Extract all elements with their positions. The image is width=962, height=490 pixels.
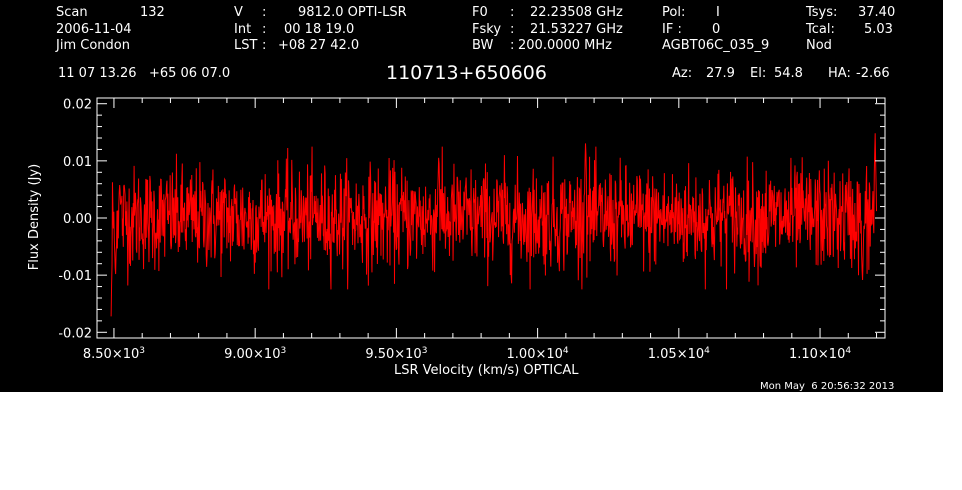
- ha-label: HA:: [828, 66, 851, 81]
- f0-label: F0: [472, 5, 488, 20]
- az-label: Az:: [672, 66, 693, 81]
- int-value: 00 18 19.0: [284, 22, 355, 37]
- bw-label: BW: [472, 38, 494, 53]
- project-id: AGBT06C_035_9: [662, 38, 770, 53]
- el-value: 54.8: [774, 66, 803, 81]
- x-tick-label: 1.05×104: [648, 346, 710, 362]
- lst-label: LST: [234, 38, 258, 53]
- spectrum-chart: 8.50×103 9.00×103 9.50×103 1.00×104 1.05×104…: [58, 97, 886, 362]
- ha-value: -2.66: [856, 66, 890, 81]
- int-label: Int: [234, 22, 252, 37]
- velocity-colon: :: [262, 5, 267, 20]
- bw-value: 200.0000 MHz: [518, 38, 612, 53]
- f0-value: 22.23508 GHz: [530, 5, 623, 20]
- tick-labels-layer: 8.50×103 9.00×103 9.50×103 1.00×104 1.05×104…: [58, 98, 851, 362]
- if-value: 0: [712, 22, 721, 37]
- az-value: 27.9: [706, 66, 735, 81]
- x-tick-label: 9.00×103: [224, 346, 286, 362]
- int-colon: :: [262, 22, 267, 37]
- obs-mode: Nod: [806, 38, 832, 53]
- y-tick-label: 0.02: [63, 98, 92, 113]
- scan-label: Scan: [56, 5, 88, 20]
- pol-value: I: [716, 5, 720, 20]
- y-tick-label: 0.01: [63, 155, 92, 170]
- source-coordinates: 11 07 13.26 +65 06 07.0: [58, 66, 231, 81]
- if-label: IF :: [662, 22, 682, 37]
- fsky-label: Fsky: [472, 22, 502, 37]
- series-layer: [110, 133, 878, 317]
- velocity-label: V: [234, 5, 243, 20]
- x-axis-label: LSR Velocity (km/s) OPTICAL: [394, 363, 579, 378]
- ticks-layer: [97, 98, 885, 338]
- y-tick-label: -0.02: [58, 326, 92, 341]
- x-tick-label: 1.10×104: [789, 346, 851, 362]
- tsys-value: 37.40: [858, 5, 896, 20]
- pol-label: Pol:: [662, 5, 686, 20]
- y-tick-label: -0.01: [58, 269, 92, 284]
- obs-date: 2006-11-04: [56, 22, 132, 37]
- x-tick-label: 8.50×103: [83, 346, 145, 362]
- tsys-label: Tsys:: [806, 5, 838, 20]
- series-line-0: [110, 133, 878, 317]
- fsky-value: 21.53227 GHz: [530, 22, 623, 37]
- y-tick-label: 0.00: [63, 212, 92, 227]
- el-label: El:: [750, 66, 767, 81]
- lst-colon: :: [262, 38, 267, 53]
- x-tick-label: 1.00×104: [507, 346, 569, 362]
- f0-colon: :: [510, 5, 515, 20]
- chart-title: 110713+650606: [386, 62, 547, 84]
- x-tick-label: 9.50×103: [365, 346, 427, 362]
- tcal-value: 5.03: [864, 22, 893, 37]
- timestamp: Mon May 6 20:56:32 2013: [760, 381, 895, 392]
- tcal-label: Tcal:: [806, 22, 835, 37]
- velocity-value: 9812.0 OPTI-LSR: [298, 5, 407, 20]
- scan-value: 132: [140, 5, 165, 20]
- lst-value: +08 27 42.0: [278, 38, 360, 53]
- plot-panel: Scan 132 V : 9812.0 OPTI-LSR F0 : 22.235…: [0, 0, 943, 392]
- bw-colon: :: [510, 38, 515, 53]
- observer-name: Jim Condon: [56, 38, 130, 53]
- fsky-colon: :: [510, 22, 515, 37]
